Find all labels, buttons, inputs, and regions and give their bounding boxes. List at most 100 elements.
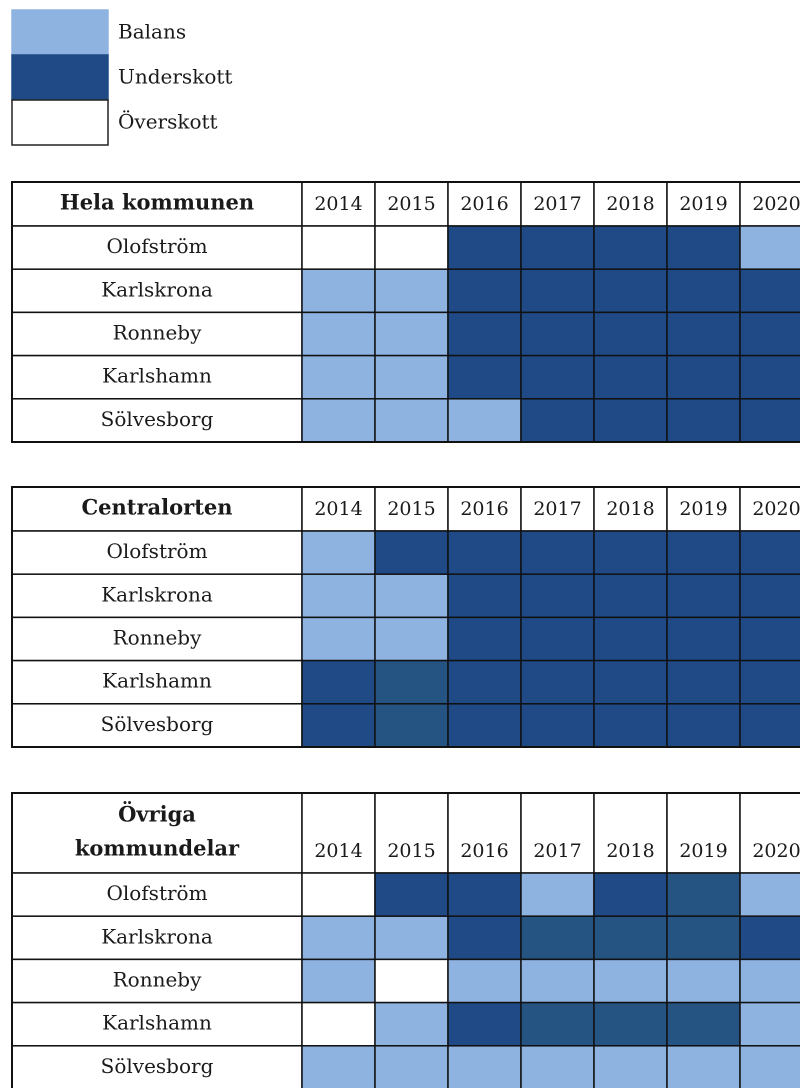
- status-cell: [739, 1001, 800, 1047]
- year-cell: [593, 792, 668, 874]
- status-cell: [593, 311, 668, 357]
- year-cell: [739, 181, 800, 227]
- status-cell: [739, 573, 800, 619]
- status-cell: [593, 354, 668, 400]
- status-cell: [520, 530, 595, 575]
- row-name: Karlskrona: [101, 582, 213, 606]
- status-cell: [520, 398, 595, 443]
- year-cell: [374, 792, 449, 874]
- status-cell: [666, 354, 741, 400]
- header-cell: [11, 792, 303, 874]
- header-cell: [11, 181, 303, 227]
- row-name: Sölvesborg: [101, 407, 214, 431]
- status-cell: [593, 398, 668, 443]
- status-cell: [447, 915, 522, 961]
- legend-label: Underskott: [118, 65, 232, 89]
- status-cell: [593, 703, 668, 748]
- status-cell: [301, 225, 376, 270]
- row-name: Karlshamn: [102, 364, 212, 388]
- status-cell: [374, 268, 449, 314]
- status-cell: [520, 915, 595, 961]
- status-cell: [520, 1001, 595, 1047]
- year-cell: [593, 181, 668, 227]
- status-cell: [374, 1001, 449, 1047]
- table-border: [11, 792, 800, 1088]
- year-label: 2015: [387, 840, 435, 862]
- status-cell: [374, 1045, 449, 1088]
- year-cell: [593, 486, 668, 532]
- status-cell: [739, 268, 800, 314]
- status-cell: [666, 1045, 741, 1088]
- status-cell: [301, 616, 376, 662]
- status-cell: [739, 354, 800, 400]
- status-cell: [666, 268, 741, 314]
- table-title: Centralorten: [81, 495, 232, 520]
- legend-label: Överskott: [118, 109, 218, 134]
- row-name: Olofström: [106, 234, 207, 258]
- status-cell: [593, 573, 668, 619]
- status-cell: [301, 311, 376, 357]
- status-cell: [593, 872, 668, 917]
- status-cell: [520, 311, 595, 357]
- status-cell: [520, 616, 595, 662]
- year-label: 2017: [533, 193, 581, 215]
- row-name: Sölvesborg: [101, 1054, 214, 1078]
- table-border: [11, 486, 800, 748]
- year-label: 2016: [460, 840, 508, 862]
- status-cell: [301, 915, 376, 961]
- table-title: Övriga: [118, 802, 196, 827]
- status-cell: [593, 1045, 668, 1088]
- status-cell: [447, 268, 522, 314]
- status-cell: [739, 225, 800, 270]
- status-cell: [301, 268, 376, 314]
- table-title: Hela kommunen: [60, 190, 254, 215]
- year-label: 2015: [387, 193, 435, 215]
- status-cell: [447, 225, 522, 270]
- status-cell: [520, 354, 595, 400]
- status-cell: [447, 530, 522, 575]
- table-title: kommundelar: [75, 836, 240, 861]
- status-cell: [374, 354, 449, 400]
- status-cell: [301, 703, 376, 748]
- status-cell: [301, 398, 376, 443]
- year-label: 2018: [606, 498, 654, 520]
- status-cell: [374, 958, 449, 1004]
- status-cell: [666, 1001, 741, 1047]
- status-cell: [739, 1045, 800, 1088]
- legend-swatch: [11, 9, 109, 56]
- status-cell: [739, 872, 800, 917]
- year-label: 2020: [752, 840, 800, 862]
- status-cell: [593, 1001, 668, 1047]
- year-label: 2018: [606, 193, 654, 215]
- status-cell: [593, 915, 668, 961]
- status-cell: [374, 311, 449, 357]
- year-label: 2017: [533, 840, 581, 862]
- year-label: 2014: [314, 193, 362, 215]
- status-cell: [447, 616, 522, 662]
- status-cell: [301, 1001, 376, 1047]
- row-name: Karlskrona: [101, 277, 213, 301]
- status-cell: [301, 958, 376, 1004]
- status-cell: [666, 915, 741, 961]
- year-cell: [301, 181, 376, 227]
- status-cell: [301, 659, 376, 705]
- year-label: 2020: [752, 193, 800, 215]
- status-cell: [739, 398, 800, 443]
- status-cell: [666, 659, 741, 705]
- status-cell: [374, 616, 449, 662]
- status-cell: [301, 530, 376, 575]
- year-label: 2014: [314, 840, 362, 862]
- legend-label: Balans: [118, 20, 186, 44]
- row-name: Ronneby: [113, 321, 203, 345]
- row-name: Sölvesborg: [101, 712, 214, 736]
- year-label: 2014: [314, 498, 362, 520]
- table-border: [11, 181, 800, 443]
- year-cell: [447, 486, 522, 532]
- row-name: Ronneby: [113, 968, 203, 992]
- status-cell: [739, 958, 800, 1004]
- status-cell: [520, 268, 595, 314]
- row-name: Olofström: [106, 539, 207, 563]
- status-cell: [520, 1045, 595, 1088]
- status-cell: [447, 1001, 522, 1047]
